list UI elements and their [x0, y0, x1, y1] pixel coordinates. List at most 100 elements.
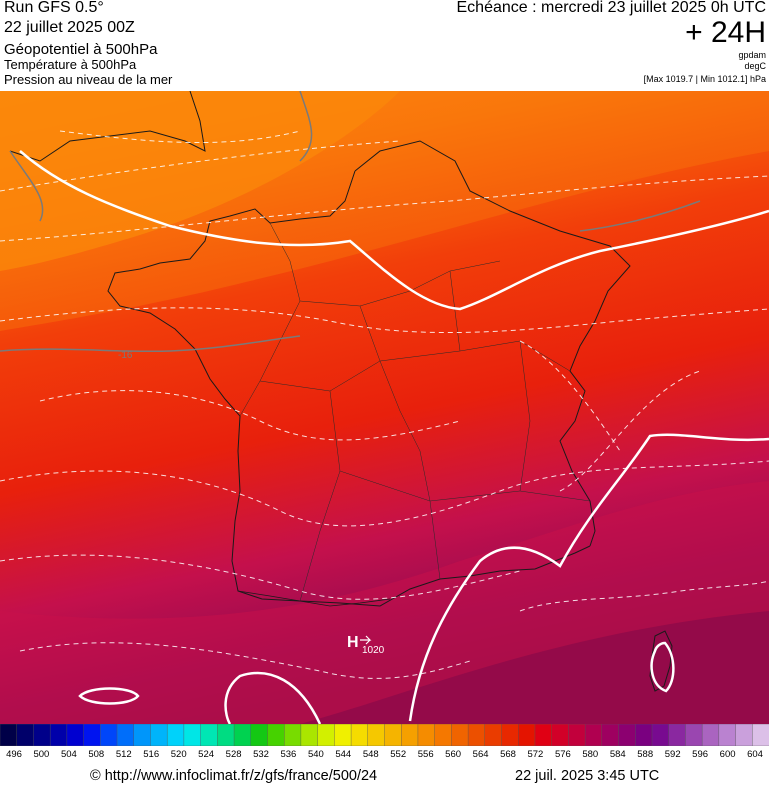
isoline-5880-corsica-loop — [650, 641, 675, 693]
colorbar-swatch — [100, 724, 118, 746]
colorbar-swatch — [752, 724, 769, 746]
colorbar-swatch — [735, 724, 753, 746]
layer-geopotential: Géopotentiel à 500hPa — [4, 41, 158, 58]
colorbar-swatch — [718, 724, 737, 746]
colorbar-swatch — [300, 724, 319, 746]
isotherm-label: -16 — [118, 350, 133, 361]
colorbar-tick-label: 588 — [637, 749, 654, 760]
colorbar-swatch — [350, 724, 369, 746]
colorbar-swatch — [518, 724, 536, 746]
colorbar-tick-label: 504 — [60, 749, 77, 760]
colorbar-swatch — [250, 724, 269, 746]
colorbar-swatch — [401, 724, 419, 746]
colorbar-swatch — [668, 724, 687, 746]
colorbar-tick-label: 580 — [582, 749, 599, 760]
colorbar-swatch — [501, 724, 519, 746]
colorbar-swatch — [217, 724, 235, 746]
high-pressure-arrow — [360, 635, 372, 645]
unit-gpdam: gpdam — [738, 50, 766, 60]
colorbar-swatch — [701, 724, 720, 746]
colorbar-swatch — [384, 724, 402, 746]
colorbar-swatch — [66, 724, 85, 746]
colorbar-swatch — [133, 724, 152, 746]
colorbar-tick-label: 512 — [115, 749, 132, 760]
high-pressure-center: H 1020 — [347, 634, 385, 656]
colorbar-swatch — [267, 724, 285, 746]
credit-url: © http://www.infoclimat.fr/z/gfs/france/… — [90, 768, 378, 784]
colorbar-swatch — [317, 724, 336, 746]
isoline-5880-west-loop — [78, 687, 140, 705]
run-title: Run GFS 0.5° — [4, 0, 104, 16]
colorbar-tick-label: 568 — [500, 749, 516, 760]
colorbar-tick-labels: 496 500 504 508 512 516 520 524 528 532 536 540 544 5… — [0, 749, 769, 763]
colorbar-tick-label: 560 — [445, 749, 462, 760]
france-border-east — [354, 140, 631, 547]
colorbar-swatch — [618, 724, 636, 746]
colorbar-tick-label: 508 — [88, 749, 105, 760]
colorbar-tick-label: 592 — [664, 749, 681, 760]
weather-map: -16 H 1020 — [0, 91, 769, 724]
isoline-5880 — [224, 433, 769, 724]
colorbar-tick-label: 532 — [253, 749, 269, 760]
layer-temperature: Température à 500hPa — [4, 57, 137, 72]
colorbar — [0, 724, 769, 746]
generated-timestamp: 22 juil. 2025 3:45 UTC — [515, 768, 660, 784]
colorbar-swatch — [534, 724, 553, 746]
colorbar-tick-label: 516 — [143, 749, 160, 760]
high-pressure-value: 1020 — [362, 645, 385, 656]
colorbar-swatch — [83, 724, 102, 746]
colorbar-swatch — [183, 724, 202, 746]
colorbar-swatch — [0, 724, 18, 746]
colorbar-tick-label: 500 — [33, 749, 50, 760]
colorbar-swatch — [233, 724, 252, 746]
orange-band-n — [0, 91, 769, 331]
colorbar-swatch — [484, 724, 503, 746]
colorbar-swatch — [568, 724, 586, 746]
colorbar-tick-label: 520 — [170, 749, 187, 760]
colorbar-swatch — [635, 724, 653, 746]
region-borders — [239, 222, 591, 602]
colorbar-swatch — [200, 724, 219, 746]
layer-pressure: Pression au niveau de la mer — [4, 72, 173, 87]
colorbar-tick-label: 536 — [280, 749, 297, 760]
colorbar-swatch — [417, 724, 436, 746]
colorbar-swatch — [334, 724, 352, 746]
purple-band-se — [300, 611, 769, 724]
colorbar-swatch — [551, 724, 570, 746]
colorbar-tick-label: 572 — [527, 749, 544, 760]
colorbar-tick-label: 576 — [554, 749, 571, 760]
colorbar-swatch — [33, 724, 51, 746]
forecast-time: Echéance : mercredi 23 juillet 2025 0h U… — [456, 0, 767, 16]
colorbar-swatch — [451, 724, 469, 746]
colorbar-swatch — [49, 724, 68, 746]
colorbar-tick-label: 604 — [747, 749, 763, 760]
colorbar-tick-label: 600 — [719, 749, 736, 760]
spain-border — [237, 590, 391, 607]
colorbar-tick-label: 524 — [198, 749, 215, 760]
colorbar-tick-label: 548 — [362, 749, 379, 760]
colorbar-swatch — [584, 724, 603, 746]
colorbar-tick-label: 564 — [472, 749, 489, 760]
colorbar-tick-label: 496 — [6, 749, 22, 760]
colorbar-swatch — [166, 724, 185, 746]
colorbar-tick-label: 528 — [225, 749, 242, 760]
colorbar-tick-label: 596 — [692, 749, 709, 760]
forecast-offset: + 24H — [685, 16, 766, 49]
isobars-dashed — [0, 130, 769, 679]
colorbar-swatch — [116, 724, 135, 746]
colorbar-swatch — [467, 724, 486, 746]
colorbar-tick-label: 540 — [307, 749, 324, 760]
pressure-range: [Max 1019.7 | Min 1012.1] hPa — [643, 74, 766, 84]
colorbar-tick-label: 552 — [390, 749, 407, 760]
colorbar-swatch — [601, 724, 620, 746]
colorbar-swatch — [150, 724, 168, 746]
colorbar-swatch — [367, 724, 386, 746]
france-coastline — [107, 170, 591, 607]
isoline-5640 — [19, 150, 769, 311]
uk-coast — [9, 91, 206, 162]
colorbar-swatch — [284, 724, 302, 746]
colorbar-tick-label: 544 — [335, 749, 352, 760]
high-pressure-symbol: H — [347, 634, 359, 651]
run-date: 22 juillet 2025 00Z — [4, 19, 135, 36]
unit-degc: degC — [744, 61, 766, 71]
